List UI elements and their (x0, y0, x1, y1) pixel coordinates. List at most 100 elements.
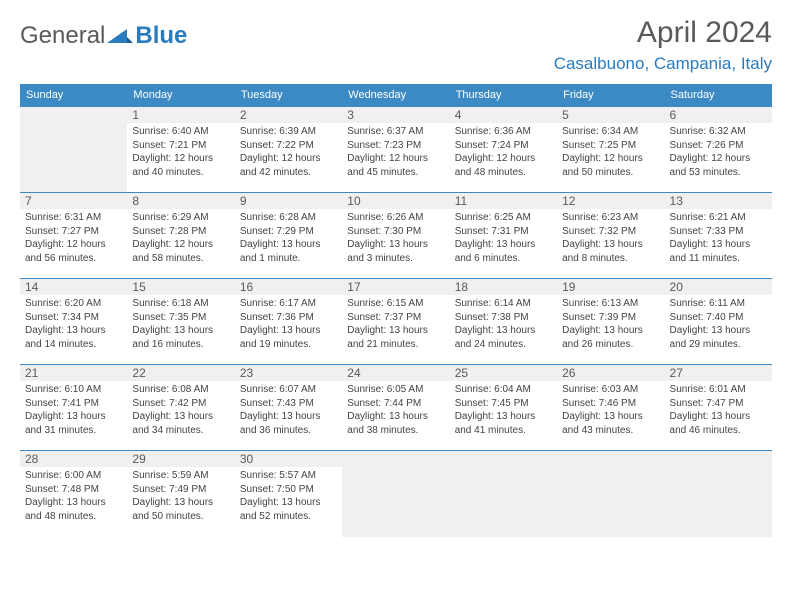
day-sunset: Sunset: 7:27 PM (25, 225, 122, 239)
empty-cell (557, 451, 664, 537)
day-sunrise: Sunrise: 6:04 AM (455, 383, 552, 397)
day-16: 16Sunrise: 6:17 AMSunset: 7:36 PMDayligh… (235, 279, 342, 365)
day-d2: and 52 minutes. (240, 510, 337, 524)
day-sunrise: Sunrise: 6:28 AM (240, 211, 337, 225)
day-sunset: Sunset: 7:26 PM (670, 139, 767, 153)
day-sunrise: Sunrise: 6:07 AM (240, 383, 337, 397)
day-number: 8 (127, 193, 234, 209)
day-d2: and 6 minutes. (455, 252, 552, 266)
day-sunset: Sunset: 7:47 PM (670, 397, 767, 411)
weekday-header-row: SundayMondayTuesdayWednesdayThursdayFrid… (20, 84, 772, 107)
day-sunrise: Sunrise: 6:14 AM (455, 297, 552, 311)
day-sunrise: Sunrise: 6:01 AM (670, 383, 767, 397)
day-sunset: Sunset: 7:21 PM (132, 139, 229, 153)
day-sunset: Sunset: 7:37 PM (347, 311, 444, 325)
day-d1: Daylight: 13 hours (562, 324, 659, 338)
calendar-row: 14Sunrise: 6:20 AMSunset: 7:34 PMDayligh… (20, 279, 772, 365)
day-d1: Daylight: 13 hours (455, 324, 552, 338)
day-sunset: Sunset: 7:43 PM (240, 397, 337, 411)
day-number: 25 (450, 365, 557, 381)
day-d2: and 42 minutes. (240, 166, 337, 180)
weekday-monday: Monday (127, 84, 234, 107)
day-sunrise: Sunrise: 6:00 AM (25, 469, 122, 483)
day-number: 17 (342, 279, 449, 295)
day-d1: Daylight: 12 hours (25, 238, 122, 252)
day-sunrise: Sunrise: 6:26 AM (347, 211, 444, 225)
weekday-thursday: Thursday (450, 84, 557, 107)
day-d1: Daylight: 13 hours (562, 410, 659, 424)
day-number: 6 (665, 107, 772, 123)
day-25: 25 Sunrise: 6:04 AMSunset: 7:45 PMDayligh… (450, 365, 557, 451)
calendar-body: 1Sunrise: 6:40 AMSunset: 7:21 PMDaylight… (20, 107, 772, 537)
day-sunrise: Sunrise: 6:03 AM (562, 383, 659, 397)
brand-part1: General (20, 22, 105, 50)
day-d2: and 26 minutes. (562, 338, 659, 352)
calendar-row: 21Sunrise: 6:10 AMSunset: 7:41 PMDayligh… (20, 365, 772, 451)
day-d2: and 46 minutes. (670, 424, 767, 438)
day-d1: Daylight: 13 hours (240, 324, 337, 338)
day-sunrise: Sunrise: 6:18 AM (132, 297, 229, 311)
empty-cell (450, 451, 557, 537)
day-d1: Daylight: 12 hours (347, 152, 444, 166)
day-13: 13Sunrise: 6:21 AMSunset: 7:33 PMDayligh… (665, 193, 772, 279)
day-6: 6Sunrise: 6:32 AMSunset: 7:26 PMDaylight… (665, 107, 772, 193)
day-d2: and 1 minute. (240, 252, 337, 266)
day-d1: Daylight: 13 hours (25, 410, 122, 424)
calendar-row: 1Sunrise: 6:40 AMSunset: 7:21 PMDaylight… (20, 107, 772, 193)
day-sunset: Sunset: 7:50 PM (240, 483, 337, 497)
day-d2: and 48 minutes. (455, 166, 552, 180)
day-sunset: Sunset: 7:45 PM (455, 397, 552, 411)
day-sunset: Sunset: 7:28 PM (132, 225, 229, 239)
day-sunrise: Sunrise: 6:20 AM (25, 297, 122, 311)
day-number: 1 (127, 107, 234, 123)
day-23: 23Sunrise: 6:07 AMSunset: 7:43 PMDayligh… (235, 365, 342, 451)
day-number: 20 (665, 279, 772, 295)
day-sunrise: Sunrise: 6:08 AM (132, 383, 229, 397)
day-number: 29 (127, 451, 234, 467)
day-sunset: Sunset: 7:23 PM (347, 139, 444, 153)
day-5: 5Sunrise: 6:34 AMSunset: 7:25 PMDaylight… (557, 107, 664, 193)
day-d1: Daylight: 12 hours (670, 152, 767, 166)
day-sunset: Sunset: 7:30 PM (347, 225, 444, 239)
day-17: 17Sunrise: 6:15 AMSunset: 7:37 PMDayligh… (342, 279, 449, 365)
day-d2: and 16 minutes. (132, 338, 229, 352)
day-d1: Daylight: 13 hours (240, 496, 337, 510)
day-d2: and 36 minutes. (240, 424, 337, 438)
day-sunrise: Sunrise: 6:21 AM (670, 211, 767, 225)
day-d2: and 58 minutes. (132, 252, 229, 266)
day-28: 28Sunrise: 6:00 AMSunset: 7:48 PMDayligh… (20, 451, 127, 537)
day-number: 26 (557, 365, 664, 381)
empty-cell (342, 451, 449, 537)
day-d1: Daylight: 12 hours (562, 152, 659, 166)
day-d2: and 38 minutes. (347, 424, 444, 438)
day-d2: and 8 minutes. (562, 252, 659, 266)
day-sunset: Sunset: 7:40 PM (670, 311, 767, 325)
day-1: 1Sunrise: 6:40 AMSunset: 7:21 PMDaylight… (127, 107, 234, 193)
day-sunrise: Sunrise: 6:39 AM (240, 125, 337, 139)
day-d2: and 11 minutes. (670, 252, 767, 266)
day-d2: and 50 minutes. (132, 510, 229, 524)
day-sunrise: Sunrise: 6:34 AM (562, 125, 659, 139)
day-sunrise: Sunrise: 6:23 AM (562, 211, 659, 225)
day-21: 21Sunrise: 6:10 AMSunset: 7:41 PMDayligh… (20, 365, 127, 451)
day-sunset: Sunset: 7:29 PM (240, 225, 337, 239)
day-sunset: Sunset: 7:35 PM (132, 311, 229, 325)
day-d1: Daylight: 13 hours (455, 238, 552, 252)
day-number: 2 (235, 107, 342, 123)
day-d1: Daylight: 12 hours (240, 152, 337, 166)
day-sunrise: Sunrise: 6:29 AM (132, 211, 229, 225)
calendar-row: 7Sunrise: 6:31 AMSunset: 7:27 PMDaylight… (20, 193, 772, 279)
day-number: 21 (20, 365, 127, 381)
day-number: 24 (342, 365, 449, 381)
day-sunrise: Sunrise: 6:11 AM (670, 297, 767, 311)
day-number: 11 (450, 193, 557, 209)
day-20: 20Sunrise: 6:11 AMSunset: 7:40 PMDayligh… (665, 279, 772, 365)
day-sunset: Sunset: 7:38 PM (455, 311, 552, 325)
weekday-tuesday: Tuesday (235, 84, 342, 107)
day-sunset: Sunset: 7:31 PM (455, 225, 552, 239)
day-sunset: Sunset: 7:49 PM (132, 483, 229, 497)
day-11: 11Sunrise: 6:25 AMSunset: 7:31 PMDayligh… (450, 193, 557, 279)
day-7: 7Sunrise: 6:31 AMSunset: 7:27 PMDaylight… (20, 193, 127, 279)
day-sunrise: Sunrise: 6:10 AM (25, 383, 122, 397)
day-d1: Daylight: 13 hours (455, 410, 552, 424)
